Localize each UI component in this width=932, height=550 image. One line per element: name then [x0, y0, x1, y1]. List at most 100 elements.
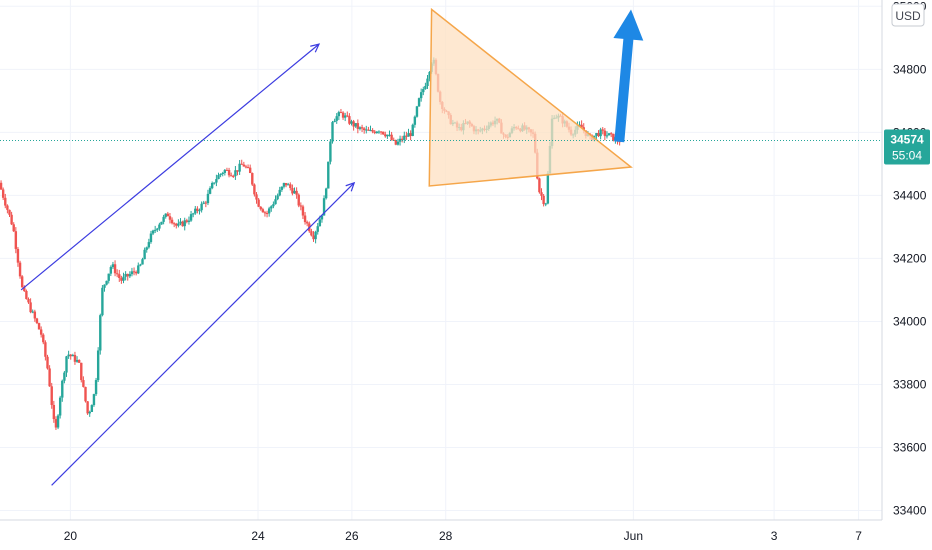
candle-body: [31, 311, 34, 313]
candle-body: [61, 380, 64, 398]
candle-body: [139, 264, 142, 266]
candle-body: [238, 163, 241, 172]
candle-body: [578, 124, 581, 126]
last-price-badge-box: [884, 129, 930, 165]
candle-body: [25, 290, 28, 299]
candle-body: [168, 216, 172, 220]
candle-body: [314, 231, 317, 240]
candle-body: [257, 199, 260, 207]
candle-body: [120, 278, 123, 281]
candle-body: [255, 194, 258, 200]
bar-countdown: 55:04: [892, 149, 922, 163]
candle-body: [46, 356, 49, 369]
time-axis[interactable]: 20 24 26 28 Jun 3 7: [64, 529, 863, 543]
candle-body: [398, 138, 402, 142]
candle-body: [381, 131, 385, 135]
candle-body: [251, 173, 254, 185]
candle-body: [303, 215, 307, 223]
candle-body: [259, 206, 262, 210]
candle-body: [179, 221, 182, 224]
x-tick-label: 26: [345, 529, 359, 543]
channel-upper-line-head: [310, 43, 321, 53]
x-tick-label: 3: [771, 529, 778, 543]
candle-body: [270, 206, 273, 209]
candle-body: [286, 184, 290, 186]
candle-body: [58, 397, 62, 416]
candle-body: [295, 190, 298, 195]
candle-body: [29, 302, 32, 313]
candle-body: [166, 213, 170, 217]
candle-body: [215, 179, 218, 183]
candle-body: [39, 329, 43, 335]
candle-body: [198, 210, 201, 212]
candle-body: [384, 134, 387, 137]
candle-body: [208, 188, 212, 194]
candle-body: [126, 273, 129, 277]
candle-body: [282, 182, 286, 187]
candle-body: [111, 264, 115, 268]
last-price-value: 34574: [890, 133, 924, 147]
candle-body: [204, 202, 208, 204]
candle-body: [293, 190, 296, 194]
candle-body: [276, 195, 279, 200]
candle-body: [538, 178, 541, 193]
candle-body: [206, 193, 210, 204]
candle-body: [348, 116, 351, 124]
channel-upper-line: [20, 43, 320, 291]
candle-body: [52, 404, 56, 420]
candle-body: [248, 167, 252, 174]
candle-body: [137, 265, 140, 274]
y-tick-label: 34200: [893, 251, 927, 265]
channel-lower-line-head: [345, 181, 356, 192]
currency-badge[interactable]: USD: [891, 3, 925, 27]
candle-body: [333, 120, 336, 123]
candle-body: [141, 259, 144, 265]
candle-body: [113, 264, 117, 274]
candle-body: [599, 129, 602, 137]
candle-body: [20, 276, 24, 288]
y-tick-label: 33600: [893, 441, 927, 455]
candle-body: [229, 175, 233, 177]
candle-body: [386, 134, 389, 137]
candle-body: [612, 133, 615, 141]
candle-body: [200, 203, 203, 211]
candle-body: [223, 169, 227, 173]
y-tick-label: 33400: [893, 504, 927, 518]
candle-body: [107, 273, 110, 281]
candle-body: [86, 401, 89, 414]
candle-body: [358, 127, 362, 129]
candle-body: [44, 342, 47, 357]
candle-body: [352, 121, 355, 127]
candle-body: [331, 122, 334, 142]
candle-body: [134, 272, 138, 274]
candle-body: [396, 141, 400, 145]
candle-body: [337, 112, 341, 117]
candle-body: [194, 208, 197, 214]
candle-body: [56, 415, 60, 428]
candle-body: [69, 354, 72, 357]
candle-body: [335, 116, 338, 121]
candle-body: [356, 123, 360, 129]
candle-body: [291, 188, 294, 194]
candle-body: [263, 212, 267, 214]
x-tick-label: 7: [855, 529, 862, 543]
candle-body: [115, 273, 119, 275]
candle-body: [128, 274, 132, 277]
candle-body: [360, 127, 364, 129]
candle-body: [153, 229, 157, 231]
candle-body: [177, 223, 180, 226]
candle-body: [158, 224, 161, 229]
candle-body: [130, 271, 134, 275]
candle-body: [145, 247, 148, 250]
candle-body: [605, 135, 609, 137]
candle-body: [367, 129, 370, 131]
candle-body: [35, 318, 39, 324]
candle-body: [84, 386, 87, 402]
candle-body: [143, 249, 146, 260]
candle-body: [375, 131, 379, 134]
candle-body: [280, 186, 284, 190]
candle-body: [424, 86, 427, 90]
candle-body: [388, 134, 391, 136]
candle-body: [94, 380, 98, 395]
